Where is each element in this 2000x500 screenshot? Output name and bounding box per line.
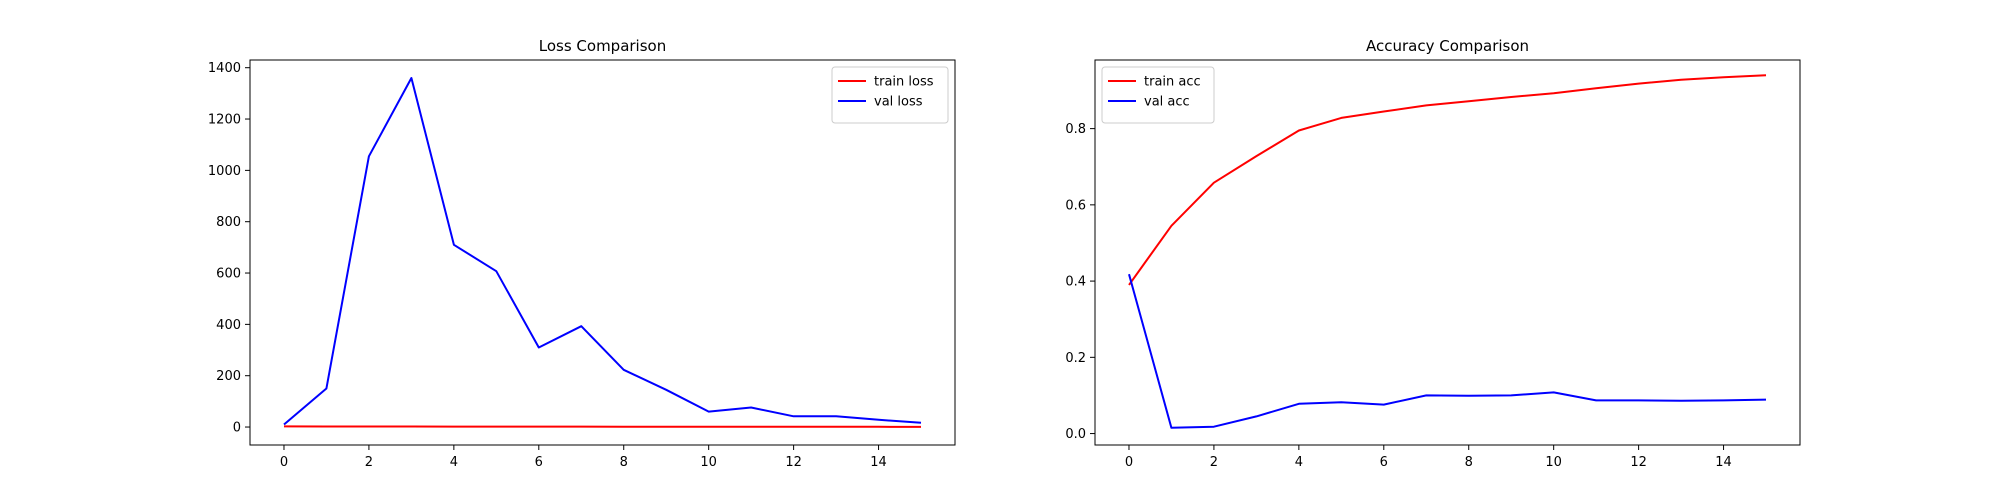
x-tick-label: 10 bbox=[1545, 455, 1562, 470]
y-tick-label: 200 bbox=[216, 369, 241, 384]
x-tick-label: 12 bbox=[1630, 455, 1647, 470]
y-tick-label: 0.6 bbox=[1065, 198, 1086, 213]
legend: train loss val loss bbox=[831, 66, 949, 124]
y-tick-label: 1000 bbox=[208, 164, 241, 179]
loss-comparison-chart: Loss Comparison 0 2 4 6 8 10 12 14 0 200 400 600 800 1… bbox=[208, 37, 956, 470]
y-tick-label: 400 bbox=[216, 318, 241, 333]
x-tick-label: 4 bbox=[1295, 455, 1303, 470]
x-tick-label: 14 bbox=[870, 455, 887, 470]
x-tick-label: 8 bbox=[1465, 455, 1473, 470]
x-tick-label: 0 bbox=[1125, 455, 1133, 470]
chart-title: Loss Comparison bbox=[539, 37, 666, 55]
series-line-val-loss bbox=[283, 77, 922, 426]
y-tick-label: 600 bbox=[216, 267, 241, 282]
plot-frame bbox=[249, 59, 956, 446]
y-tick-label: 0 bbox=[233, 421, 241, 436]
x-tick-label: 4 bbox=[450, 455, 458, 470]
x-tick-label: 8 bbox=[620, 455, 628, 470]
legend-label-train-acc: train acc bbox=[1144, 75, 1201, 90]
series-line-train-acc bbox=[1128, 74, 1767, 286]
chart-title: Accuracy Comparison bbox=[1366, 37, 1529, 55]
series-line-val-acc bbox=[1128, 273, 1767, 429]
x-tick-label: 0 bbox=[280, 455, 288, 470]
y-tick-label: 800 bbox=[216, 215, 241, 230]
x-tick-label: 12 bbox=[785, 455, 802, 470]
y-tick-label: 0.0 bbox=[1065, 427, 1086, 442]
plot-frame bbox=[1094, 59, 1801, 446]
y-tick-label: 1400 bbox=[208, 61, 241, 76]
x-tick-label: 10 bbox=[700, 455, 717, 470]
legend-label-train-loss: train loss bbox=[874, 75, 934, 90]
x-tick-label: 6 bbox=[1380, 455, 1388, 470]
y-tick-label: 0.2 bbox=[1065, 351, 1086, 366]
accuracy-comparison-chart: Accuracy Comparison 0 2 4 6 8 10 12 14 0.0 0.2 0.4 0… bbox=[1065, 37, 1801, 470]
y-tick-label: 0.8 bbox=[1065, 122, 1086, 137]
legend: train acc val acc bbox=[1101, 66, 1215, 124]
y-tick-label: 0.4 bbox=[1065, 275, 1086, 290]
y-tick-label: 1200 bbox=[208, 113, 241, 128]
x-tick-label: 6 bbox=[535, 455, 543, 470]
x-tick-label: 2 bbox=[1210, 455, 1218, 470]
x-tick-label: 14 bbox=[1715, 455, 1732, 470]
series-line-train-loss bbox=[283, 425, 922, 428]
legend-label-val-acc: val acc bbox=[1144, 95, 1190, 110]
x-tick-label: 2 bbox=[365, 455, 373, 470]
legend-label-val-loss: val loss bbox=[874, 95, 923, 110]
